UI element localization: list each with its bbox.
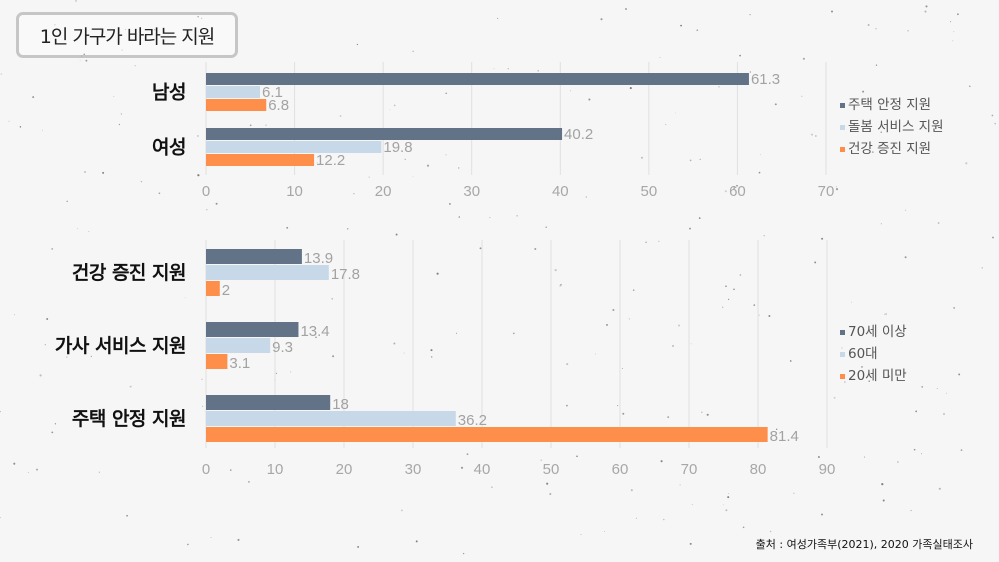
gender-bar	[206, 154, 315, 166]
gender-data-label: 6.8	[268, 97, 289, 114]
age-legend-label: 20세 미만	[848, 368, 907, 384]
age-bar	[206, 354, 228, 369]
age-data-label: 13.4	[300, 323, 329, 340]
gender-x-tick-label: 60	[729, 183, 746, 200]
gender-legend-swatch	[840, 147, 845, 152]
gender-bar	[206, 141, 382, 153]
gender-legend-swatch	[840, 125, 845, 130]
age-x-tick-label: 20	[336, 461, 353, 478]
source-note: 출처 : 여성가족부(2021), 2020 가족실태조사	[755, 538, 973, 551]
age-bar	[206, 338, 271, 353]
gender-bar	[206, 128, 563, 140]
gender-data-label: 6.1	[262, 84, 283, 101]
age-data-label: 2	[222, 282, 230, 299]
gender-category-label: 남성	[152, 82, 186, 104]
gender-x-tick-label: 40	[552, 183, 569, 200]
age-data-label: 17.8	[331, 266, 360, 283]
age-x-tick-label: 50	[543, 461, 560, 478]
gender-legend-label: 건강 증진 지원	[848, 141, 931, 157]
gender-data-label: 40.2	[564, 126, 593, 143]
gender-x-tick-label: 50	[641, 183, 658, 200]
age-bar	[206, 281, 220, 296]
age-data-label: 13.9	[304, 250, 333, 267]
age-x-tick-label: 70	[681, 461, 698, 478]
gender-category-label: 여성	[152, 137, 186, 159]
gender-x-tick-label: 20	[375, 183, 392, 200]
gender-legend-swatch	[840, 103, 845, 108]
age-bar	[206, 249, 302, 264]
chart-title: 1인 가구가 바라는 지원	[39, 25, 216, 48]
age-x-tick-label: 30	[405, 461, 422, 478]
age-data-label: 3.1	[229, 355, 250, 372]
gender-x-tick-label: 10	[286, 183, 303, 200]
gender-bar	[206, 86, 261, 98]
age-data-label: 18	[332, 396, 349, 413]
age-legend-swatch	[840, 374, 845, 379]
gender-legend-label: 주택 안정 지원	[848, 97, 931, 113]
chart-title-box: 1인 가구가 바라는 지원	[16, 12, 238, 58]
age-legend-swatch	[840, 330, 845, 335]
age-bar	[206, 411, 456, 426]
age-data-label: 9.3	[272, 339, 293, 356]
gender-data-label: 61.3	[751, 71, 780, 88]
gender-bar	[206, 99, 267, 111]
age-x-tick-label: 80	[750, 461, 767, 478]
gender-bar	[206, 73, 749, 85]
gender-x-tick-label: 0	[202, 183, 210, 200]
age-legend-label: 60대	[848, 346, 878, 362]
age-x-tick-label: 40	[474, 461, 491, 478]
age-x-tick-label: 0	[202, 461, 210, 478]
age-bar	[206, 427, 768, 442]
age-bar	[206, 395, 331, 410]
gender-data-label: 19.8	[383, 139, 412, 156]
gender-legend-label: 돌봄 서비스 지원	[848, 119, 944, 135]
age-legend-swatch	[840, 352, 845, 357]
age-category-label: 가사 서비스 지원	[55, 335, 186, 357]
age-x-tick-label: 90	[819, 461, 836, 478]
age-x-tick-label: 10	[267, 461, 284, 478]
age-category-label: 주택 안정 지원	[72, 408, 186, 430]
age-bar	[206, 322, 299, 337]
gender-x-tick-label: 30	[463, 183, 480, 200]
age-bar	[206, 265, 329, 280]
gender-x-tick-label: 70	[818, 183, 835, 200]
age-category-label: 건강 증진 지원	[72, 262, 186, 284]
age-legend-label: 70세 이상	[848, 324, 907, 340]
age-x-tick-label: 60	[612, 461, 629, 478]
age-data-label: 81.4	[770, 428, 799, 445]
gender-data-label: 12.2	[316, 152, 345, 169]
age-data-label: 36.2	[458, 412, 487, 429]
